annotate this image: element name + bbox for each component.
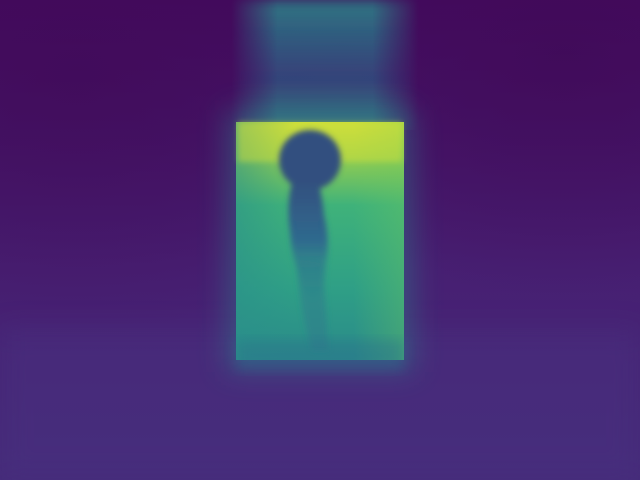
silhouette-head <box>279 130 341 190</box>
doorway-floor-blend <box>236 340 404 370</box>
